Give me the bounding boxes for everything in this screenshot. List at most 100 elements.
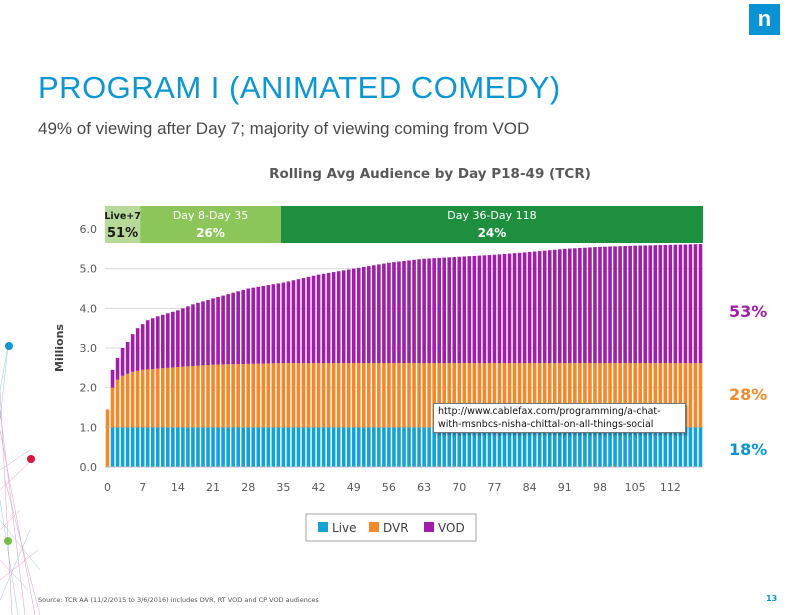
bar-dvr <box>271 363 276 428</box>
bar-dvr <box>221 364 225 428</box>
bar-vod <box>321 273 326 364</box>
bar-live <box>336 427 341 467</box>
legend-label-vod: VOD <box>438 521 465 535</box>
y-tick-label: 5.0 <box>80 263 98 276</box>
bar-dvr <box>432 363 436 428</box>
bar-live <box>618 427 622 467</box>
bar-dvr <box>341 363 346 428</box>
bar-live <box>442 427 447 467</box>
bar-vod <box>457 256 462 364</box>
bar-vod <box>633 245 637 364</box>
bar-live <box>517 427 522 467</box>
bar-dvr <box>231 364 235 428</box>
period-band-label: Live+7 <box>104 211 141 222</box>
bar-dvr <box>351 363 356 428</box>
bar-live <box>482 427 487 467</box>
bar-dvr <box>115 379 120 428</box>
bar-vod <box>673 244 678 364</box>
bar-vod <box>638 245 642 364</box>
bar-vod <box>482 255 487 364</box>
bar-live <box>457 427 462 467</box>
bar-dvr <box>638 363 642 428</box>
bar-dvr <box>673 363 678 428</box>
bar-vod <box>477 255 482 364</box>
bar-dvr <box>191 366 195 428</box>
bar-dvr <box>241 363 246 428</box>
bar-dvr <box>557 363 562 428</box>
bar-dvr <box>668 363 673 428</box>
bar-dvr <box>527 363 532 428</box>
legend-swatch-live <box>318 522 328 532</box>
bar-dvr <box>412 363 416 428</box>
period-band-label: Day 36-Day 118 <box>447 209 536 222</box>
bar-vod <box>231 292 235 365</box>
bar-vod <box>422 258 426 364</box>
bar-dvr <box>367 363 371 428</box>
bar-vod <box>387 262 391 364</box>
bar-live <box>623 427 627 467</box>
bar-dvr <box>663 363 668 428</box>
bar-vod <box>588 247 592 364</box>
bar-dvr <box>698 363 703 428</box>
bar-vod <box>351 268 356 364</box>
bar-live <box>452 427 457 467</box>
bar-live <box>583 427 587 467</box>
bar-live <box>291 427 296 467</box>
bar-live <box>407 427 411 467</box>
bar-vod <box>618 246 622 364</box>
bar-live <box>557 427 562 467</box>
bar-vod <box>392 262 396 364</box>
bar-dvr <box>447 363 452 428</box>
bar-live <box>432 427 436 467</box>
bar-live <box>467 427 472 467</box>
bar-dvr <box>140 369 145 428</box>
bar-dvr <box>427 363 431 428</box>
bar-vod <box>663 244 668 364</box>
bar-vod <box>552 249 557 364</box>
bar-dvr <box>517 363 522 428</box>
bar-live <box>286 427 291 467</box>
bar-vod <box>316 274 321 364</box>
bar-dvr <box>578 363 582 428</box>
bar-live <box>140 427 145 467</box>
bar-vod <box>221 295 225 365</box>
bar-live <box>387 427 391 467</box>
bar-dvr <box>442 363 447 428</box>
period-band <box>140 206 281 243</box>
bar-dvr <box>678 363 683 428</box>
bar-vod <box>688 244 693 364</box>
bar-vod <box>251 287 256 364</box>
bar-vod <box>296 279 301 364</box>
bar-live <box>372 427 376 467</box>
bar-live <box>487 427 492 467</box>
bar-live <box>226 427 230 467</box>
bar-live <box>256 427 261 467</box>
bar-vod <box>140 324 145 370</box>
bar-dvr <box>623 363 627 428</box>
bar-vod <box>593 247 597 364</box>
bar-live <box>326 427 331 467</box>
bar-live <box>497 427 502 467</box>
decorative-network-graphic <box>0 342 40 615</box>
bar-dvr <box>246 363 251 428</box>
bar-dvr <box>382 363 386 428</box>
bar-live <box>150 427 155 467</box>
bar-dvr <box>226 364 230 428</box>
bar-dvr <box>387 363 391 428</box>
bar-dvr <box>683 363 688 428</box>
bar-vod <box>361 266 366 364</box>
x-tick-label: 0 <box>104 481 111 494</box>
bar-live <box>492 427 497 467</box>
bar-live <box>125 427 130 467</box>
bar-dvr <box>693 363 698 428</box>
bar-vod <box>186 306 190 367</box>
bar-dvr <box>603 363 607 428</box>
bar-live <box>145 427 150 467</box>
bar-vod <box>613 246 617 364</box>
bar-dvr <box>512 363 517 428</box>
bar-vod <box>522 252 527 364</box>
bar-vod <box>236 291 240 365</box>
bar-dvr <box>688 363 693 428</box>
bar-live <box>588 427 592 467</box>
bar-live <box>668 427 673 467</box>
